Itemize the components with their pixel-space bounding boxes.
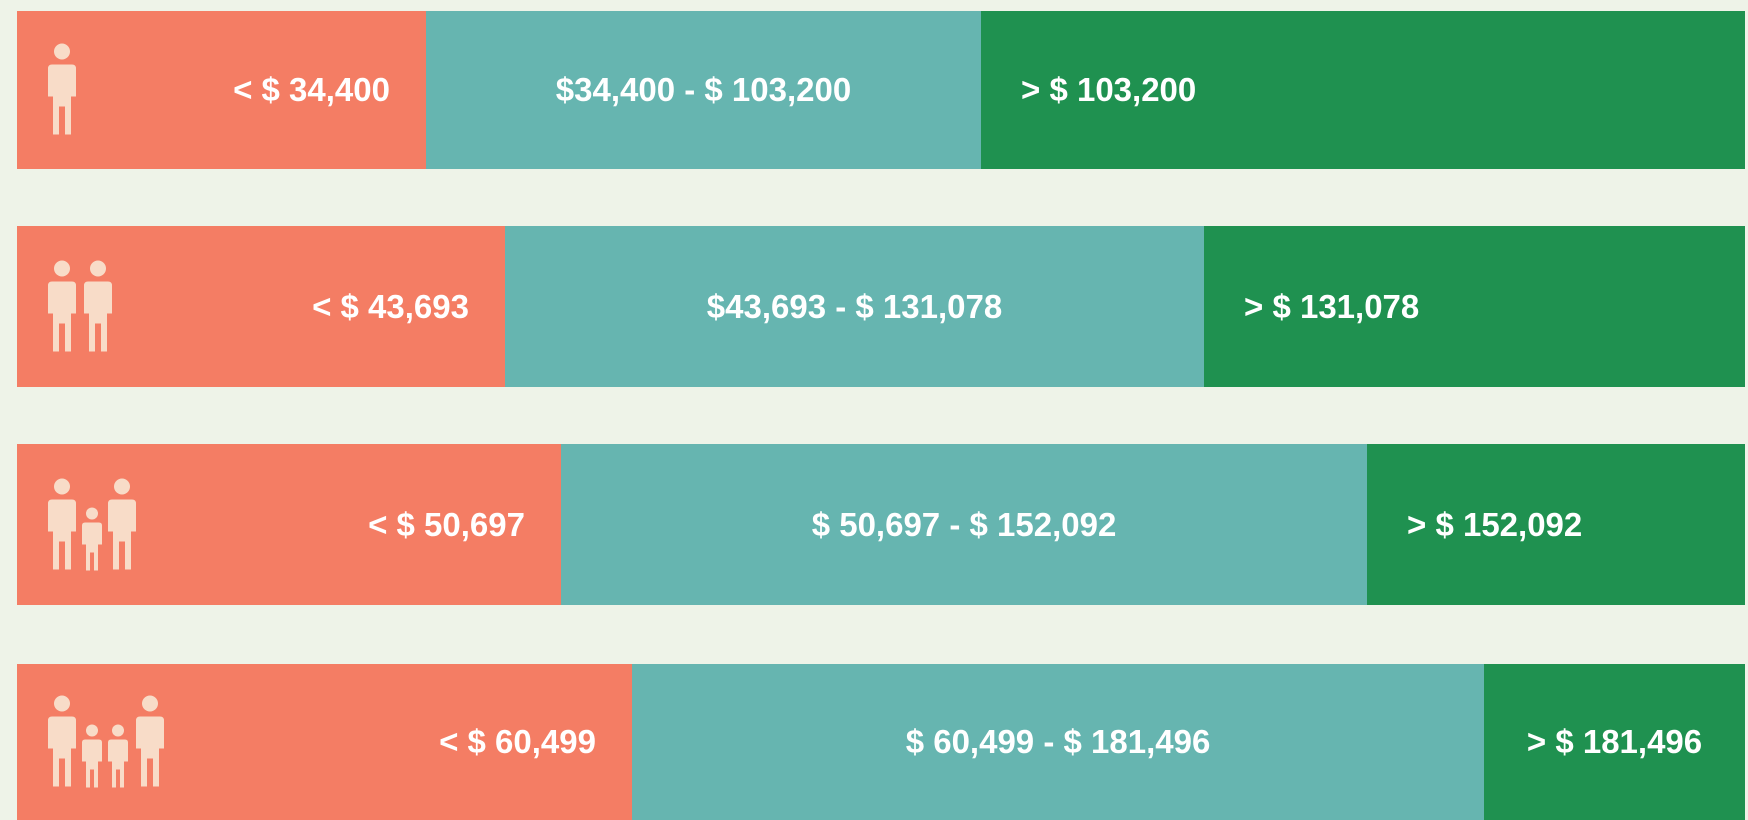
low-segment: < $ 34,400 <box>17 11 426 169</box>
middle-label: $43,693 - $ 131,078 <box>706 287 1003 325</box>
low-segment: < $ 50,697 <box>17 444 561 605</box>
middle-segment: $43,693 - $ 131,078 <box>505 226 1204 387</box>
high-segment: > $ 131,078 <box>1204 226 1745 387</box>
middle-segment: $ 60,499 - $ 181,496 <box>632 664 1484 820</box>
middle-label: $ 50,697 - $ 152,092 <box>811 505 1117 543</box>
income-row: < $ 34,400 $34,400 - $ 103,200 > $ 103,2… <box>17 11 1745 169</box>
low-label: < $ 50,697 <box>368 505 525 543</box>
household-icon <box>48 43 76 135</box>
household-icon <box>48 260 112 351</box>
high-label: > $ 103,200 <box>1021 71 1197 108</box>
household-icon <box>48 478 136 570</box>
low-label: < $ 43,693 <box>312 287 469 325</box>
middle-label: $ 60,499 - $ 181,496 <box>905 723 1211 760</box>
household-icon <box>48 695 164 788</box>
middle-segment: $ 50,697 - $ 152,092 <box>561 444 1367 605</box>
high-label: > $ 152,092 <box>1407 505 1583 543</box>
low-segment: < $ 60,499 <box>17 664 632 820</box>
income-row: < $ 60,499 $ 60,499 - $ 181,496 > $ 181,… <box>17 664 1745 820</box>
low-segment: < $ 43,693 <box>17 226 505 387</box>
middle-segment: $34,400 - $ 103,200 <box>426 11 981 169</box>
high-segment: > $ 152,092 <box>1367 444 1745 605</box>
middle-label: $34,400 - $ 103,200 <box>555 71 852 108</box>
high-segment: > $ 103,200 <box>981 11 1745 169</box>
high-label: > $ 131,078 <box>1244 287 1420 325</box>
high-label: > $ 181,496 <box>1526 723 1703 760</box>
high-segment: > $ 181,496 <box>1484 664 1745 820</box>
income-row: < $ 50,697 $ 50,697 - $ 152,092 > $ 152,… <box>17 444 1745 605</box>
income-row: < $ 43,693 $43,693 - $ 131,078 > $ 131,0… <box>17 226 1745 387</box>
low-label: < $ 34,400 <box>233 71 390 108</box>
low-label: < $ 60,499 <box>439 723 596 760</box>
